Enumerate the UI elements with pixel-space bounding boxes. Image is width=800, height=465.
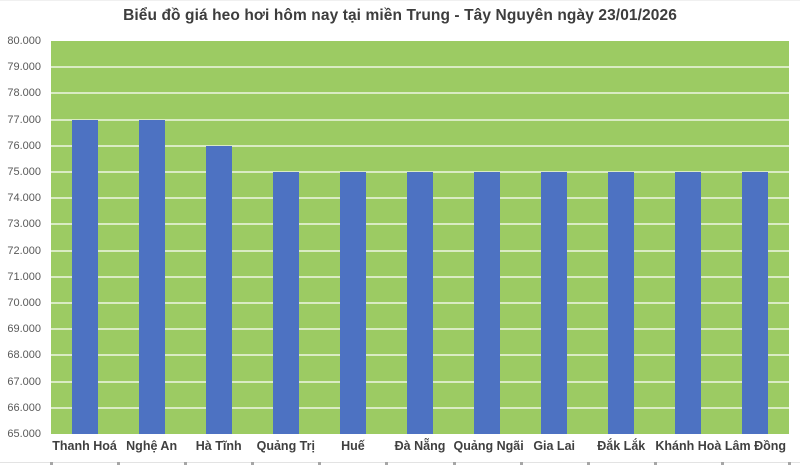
x-tick-label: Nghệ An bbox=[126, 439, 178, 453]
ruler-tick bbox=[586, 462, 590, 465]
y-tick-label: 76.000 bbox=[7, 139, 41, 152]
y-tick-label: 77.000 bbox=[7, 113, 41, 126]
y-axis: 80.000 79.000 78.000 77.000 76.000 75.000 74.0… bbox=[0, 35, 41, 440]
ruler-tick bbox=[788, 462, 791, 465]
bottom-ruler bbox=[0, 462, 800, 465]
gridline bbox=[51, 66, 789, 69]
x-tick-label: Quảng Ngãi bbox=[453, 439, 524, 453]
bar-Quảng Ngãi bbox=[474, 172, 501, 434]
y-tick-label: 66.000 bbox=[7, 401, 41, 414]
bar-Đắk Lắk bbox=[608, 172, 635, 434]
y-tick-label: 71.000 bbox=[7, 270, 41, 283]
ruler-tick bbox=[50, 462, 53, 465]
y-tick-label: 72.000 bbox=[7, 244, 41, 257]
ruler-tick bbox=[519, 462, 523, 465]
x-tick-label: Đà Nẵng bbox=[394, 439, 446, 453]
ruler-tick bbox=[318, 462, 322, 465]
y-tick-label: 67.000 bbox=[7, 375, 41, 388]
gridline bbox=[51, 92, 789, 95]
ruler-tick bbox=[653, 462, 657, 465]
bar-Quảng Trị bbox=[272, 172, 299, 434]
x-tick-label: Thanh Hoá bbox=[52, 439, 117, 453]
y-tick-label: 80.000 bbox=[7, 35, 41, 47]
gridline bbox=[51, 144, 789, 147]
y-tick-label: 79.000 bbox=[7, 61, 41, 74]
plot-area bbox=[51, 41, 789, 434]
x-axis: Thanh Hoá Nghệ An Hà Tĩnh Quảng Trị Huế Đà Nẵ… bbox=[51, 439, 789, 459]
x-tick-label: Gia Lai bbox=[533, 439, 575, 453]
bar-Khánh Hoà bbox=[675, 172, 702, 434]
y-tick-label: 75.000 bbox=[7, 166, 41, 178]
y-tick-label: 78.000 bbox=[7, 87, 41, 100]
y-tick-label: 74.000 bbox=[7, 192, 41, 205]
x-tick-label: Đắk Lắk bbox=[597, 439, 646, 453]
ruler-tick bbox=[184, 462, 188, 465]
ruler-tick bbox=[117, 462, 121, 465]
ruler-tick bbox=[452, 462, 456, 465]
ruler-tick bbox=[251, 462, 255, 465]
y-tick-label: 69.000 bbox=[7, 323, 41, 336]
ruler-tick bbox=[385, 462, 389, 465]
x-tick-label: Lâm Đồng bbox=[724, 439, 786, 453]
bar-Nghệ An bbox=[138, 119, 165, 434]
y-tick-label: 68.000 bbox=[7, 349, 41, 362]
x-tick-label: Khánh Hoà bbox=[655, 439, 722, 453]
bar-Huế bbox=[339, 172, 366, 434]
x-tick-label: Hà Tĩnh bbox=[195, 439, 242, 453]
gridline bbox=[51, 118, 789, 121]
bar-Hà Tĩnh bbox=[205, 145, 232, 434]
x-tick-label: Huế bbox=[341, 439, 365, 453]
chart-title: Biểu đồ giá heo hơi hôm nay tại miền Tru… bbox=[123, 7, 677, 24]
y-tick-label: 65.000 bbox=[7, 428, 41, 440]
bar-Thanh Hoá bbox=[71, 119, 98, 434]
bar-Đà Nẵng bbox=[407, 172, 433, 434]
x-tick-label: Quảng Trị bbox=[256, 439, 315, 453]
ruler-tick bbox=[720, 462, 724, 465]
y-tick-label: 73.000 bbox=[7, 218, 41, 231]
bar-Lâm Đồng bbox=[742, 172, 769, 434]
bar-Gia Lai bbox=[541, 172, 568, 434]
y-tick-label: 70.000 bbox=[7, 297, 41, 309]
